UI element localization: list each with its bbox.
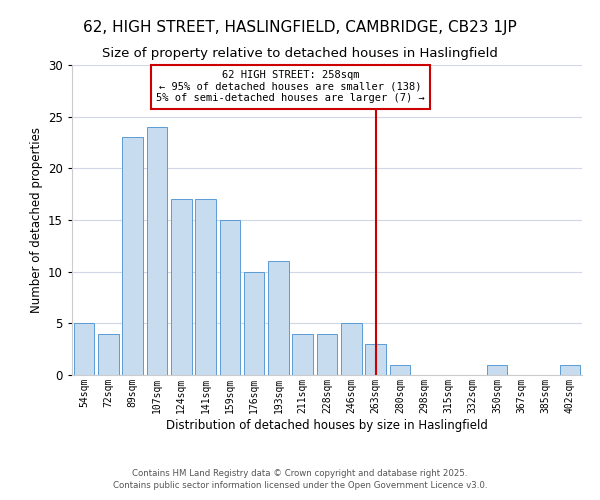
- Bar: [365, 344, 386, 375]
- Bar: [487, 364, 508, 375]
- Bar: [292, 334, 313, 375]
- Bar: [98, 334, 119, 375]
- Y-axis label: Number of detached properties: Number of detached properties: [29, 127, 43, 313]
- X-axis label: Distribution of detached houses by size in Haslingfield: Distribution of detached houses by size …: [166, 418, 488, 432]
- Bar: [268, 262, 289, 375]
- Bar: [389, 364, 410, 375]
- Text: Size of property relative to detached houses in Haslingfield: Size of property relative to detached ho…: [102, 48, 498, 60]
- Bar: [341, 324, 362, 375]
- Bar: [171, 200, 191, 375]
- Bar: [122, 138, 143, 375]
- Text: 62, HIGH STREET, HASLINGFIELD, CAMBRIDGE, CB23 1JP: 62, HIGH STREET, HASLINGFIELD, CAMBRIDGE…: [83, 20, 517, 35]
- Bar: [317, 334, 337, 375]
- Bar: [195, 200, 216, 375]
- Text: 62 HIGH STREET: 258sqm
← 95% of detached houses are smaller (138)
5% of semi-det: 62 HIGH STREET: 258sqm ← 95% of detached…: [156, 70, 425, 103]
- Bar: [560, 364, 580, 375]
- Bar: [74, 324, 94, 375]
- Bar: [220, 220, 240, 375]
- Bar: [244, 272, 265, 375]
- Bar: [146, 127, 167, 375]
- Text: Contains HM Land Registry data © Crown copyright and database right 2025.
Contai: Contains HM Land Registry data © Crown c…: [113, 468, 487, 490]
